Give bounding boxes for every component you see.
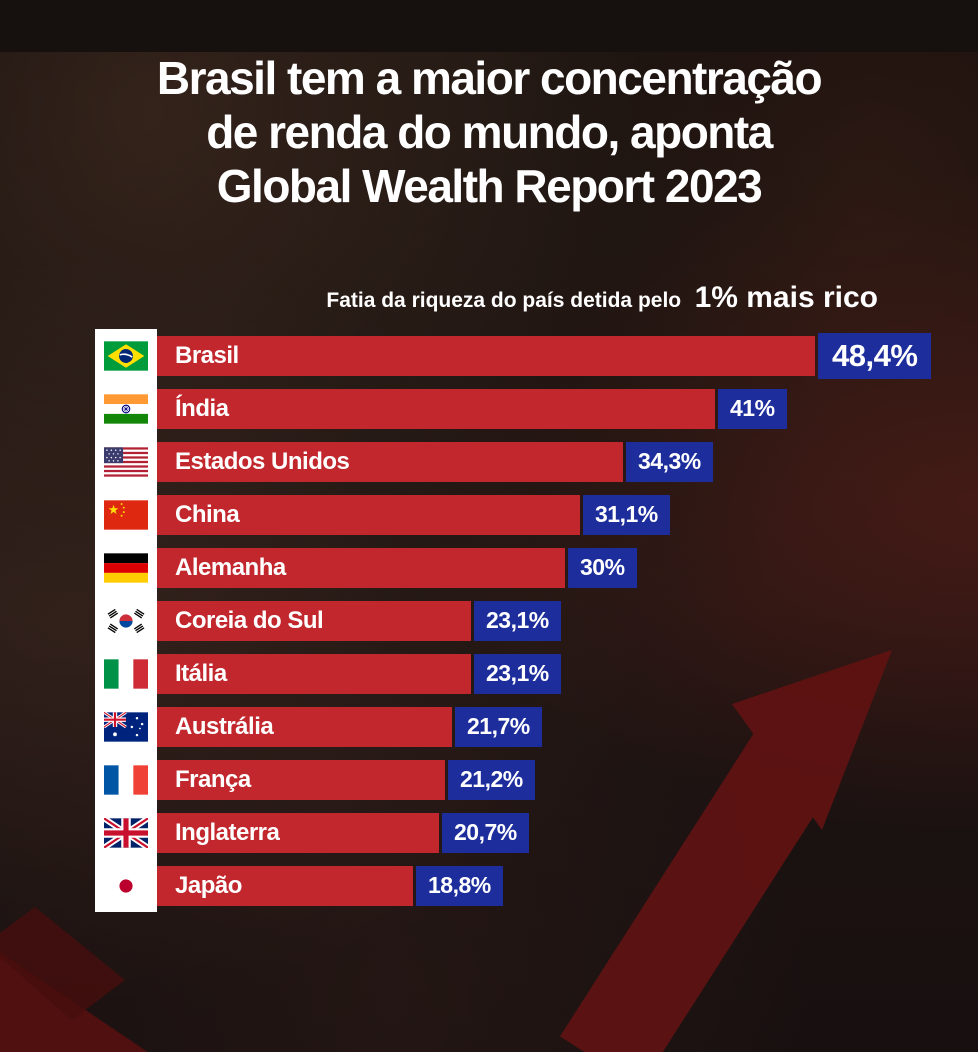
- flag-france-icon: [104, 765, 148, 795]
- bar-china: China: [157, 494, 580, 535]
- bar-label: Coreia do Sul: [175, 606, 324, 634]
- flag-cell: [95, 394, 157, 424]
- bar-alemanha: Alemanha: [157, 547, 565, 588]
- value-badge: 34,3%: [626, 441, 713, 482]
- page-title: Brasil tem a maior concentração de renda…: [0, 52, 978, 213]
- value-badge: 20,7%: [442, 812, 529, 853]
- flag-cell: [95, 447, 157, 477]
- value-badge: 31,1%: [583, 494, 670, 535]
- flag-cell: [95, 500, 157, 530]
- value-badge: 23,1%: [474, 653, 561, 694]
- flag-cell: [95, 765, 157, 795]
- flag-usa-icon: [104, 447, 148, 477]
- title-line-2: de renda do mundo, aponta: [206, 105, 773, 158]
- chart-row-brasil: Brasil 48,4%: [95, 329, 940, 382]
- chart-row-italia: Itália 23,1%: [95, 647, 940, 700]
- bar-italia: Itália: [157, 653, 471, 694]
- title-line-3: Global Wealth Report 2023: [216, 159, 763, 212]
- flag-cell: [95, 817, 157, 848]
- bar-label: Estados Unidos: [175, 447, 350, 475]
- value-badge: 21,7%: [455, 706, 542, 747]
- chart-row-india: Índia 41%: [95, 382, 940, 435]
- bar-label: França: [175, 765, 251, 793]
- flag-germany-icon: [104, 553, 148, 583]
- value-badge: 23,1%: [474, 600, 561, 641]
- flag-cell: [95, 553, 157, 583]
- chart-row-franca: França 21,2%: [95, 753, 940, 806]
- flag-cell: [95, 606, 157, 636]
- bar-australia: Austrália: [157, 706, 452, 747]
- flag-india-icon: [104, 394, 148, 424]
- subtitle-prefix: Fatia da riqueza do país detida pelo: [326, 289, 682, 313]
- bar-chart: Brasil 48,4% Índia 41%: [95, 329, 940, 913]
- bar-inglaterra: Inglaterra: [157, 812, 439, 853]
- flag-italy-icon: [104, 659, 148, 689]
- chart-row-inglaterra: Inglaterra 20,7%: [95, 806, 940, 859]
- bar-coreia-do-sul: Coreia do Sul: [157, 600, 471, 641]
- chart-row-china: China 31,1%: [95, 488, 940, 541]
- bar-label: Alemanha: [175, 553, 286, 581]
- chart-row-japao: Japão 18,8%: [95, 859, 940, 912]
- flag-china-icon: [104, 500, 148, 530]
- bar-japao: Japão: [157, 865, 413, 906]
- flag-south-korea-icon: [104, 606, 148, 636]
- bar-label: Austrália: [175, 712, 274, 740]
- bar-label: Japão: [175, 871, 242, 899]
- chart-subtitle: Fatia da riqueza do país detida pelo 1% …: [95, 281, 940, 315]
- flag-cell: [95, 341, 157, 371]
- flag-cell: [95, 711, 157, 742]
- bar-label: China: [175, 500, 240, 528]
- bar-label: Brasil: [175, 341, 239, 369]
- flag-brazil-icon: [104, 341, 148, 371]
- flag-japan-icon: [104, 871, 148, 901]
- bar-estados-unidos: Estados Unidos: [157, 441, 623, 482]
- bar-label: Inglaterra: [175, 818, 280, 846]
- bar-india: Índia: [157, 388, 715, 429]
- chart-row-australia: Austrália 21,7%: [95, 700, 940, 753]
- flag-cell: [95, 659, 157, 689]
- flag-uk-icon: [104, 817, 148, 848]
- chart-row-coreia-do-sul: Coreia do Sul 23,1%: [95, 594, 940, 647]
- value-badge: 30%: [568, 547, 637, 588]
- value-badge: 41%: [718, 388, 787, 429]
- bar-brasil: Brasil: [157, 335, 815, 376]
- flag-australia-icon: [104, 711, 148, 742]
- bar-franca: França: [157, 759, 445, 800]
- value-badge: 21,2%: [448, 759, 535, 800]
- title-line-1: Brasil tem a maior concentração: [156, 52, 823, 104]
- subtitle-highlight: 1% mais rico: [694, 281, 878, 315]
- bar-label: Itália: [175, 659, 227, 687]
- value-badge: 48,4%: [818, 332, 932, 379]
- chart-row-alemanha: Alemanha 30%: [95, 541, 940, 594]
- flag-cell: [95, 871, 157, 901]
- bar-label: Índia: [175, 394, 229, 422]
- value-badge: 18,8%: [416, 865, 503, 906]
- chart-row-estados-unidos: Estados Unidos 34,3%: [95, 435, 940, 488]
- chart-block: Fatia da riqueza do país detida pelo 1% …: [95, 281, 940, 913]
